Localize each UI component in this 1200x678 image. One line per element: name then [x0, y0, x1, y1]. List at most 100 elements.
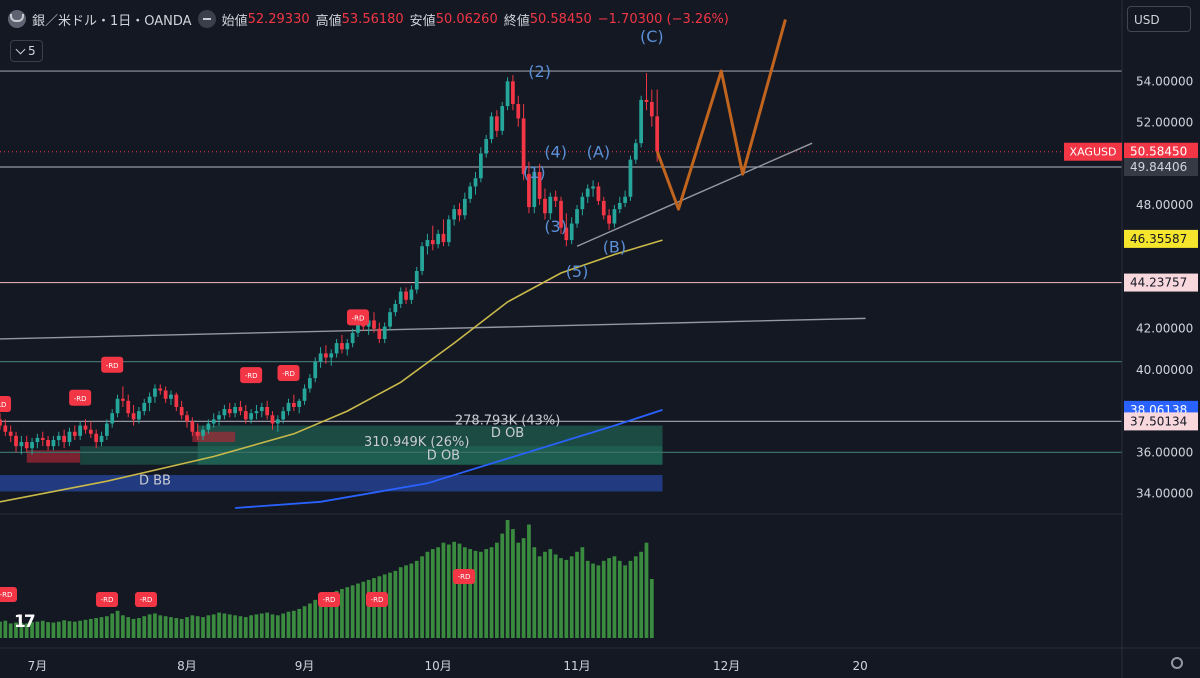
time-axis[interactable]: 7月 8月 9月 10月 11月 12月 20: [0, 647, 1200, 673]
candle: [649, 89, 654, 127]
candle-body: [243, 411, 248, 420]
price-tick-label: 36.00000: [1136, 445, 1193, 459]
price-tag-box: [1124, 158, 1198, 177]
candle-body: [495, 116, 499, 131]
volume-bar: [446, 544, 451, 638]
candles-layer[interactable]: [0, 73, 660, 455]
volume-bar: [516, 542, 521, 638]
candle: [206, 419, 211, 434]
candle: [623, 190, 627, 208]
candle: [110, 409, 115, 428]
candle-body: [585, 188, 590, 197]
volume-bar: [527, 524, 531, 638]
candle: [446, 215, 451, 247]
time-tick-label: 7月: [28, 659, 48, 673]
volume-bar: [121, 615, 125, 638]
volume-bar: [548, 549, 553, 638]
symbol-title[interactable]: 銀／米ドル・1日・OANDA: [32, 13, 192, 29]
time-tick-label: 10月: [424, 659, 451, 673]
candle: [62, 429, 66, 449]
volume-bar: [110, 613, 115, 638]
candle: [382, 322, 387, 344]
volume-bar: [163, 616, 168, 638]
candle-body: [24, 442, 29, 449]
candle: [548, 192, 553, 220]
volume-rd-box: [318, 592, 340, 607]
candle: [94, 429, 99, 449]
volume-bar: [195, 616, 200, 638]
candle-body: [596, 186, 601, 201]
candle-body: [302, 388, 307, 401]
volume-bar: [462, 547, 467, 638]
candle-body: [505, 81, 510, 107]
symbol-tag-box: [1064, 142, 1122, 161]
candle: [131, 404, 136, 426]
candle: [126, 394, 131, 418]
currency-selector[interactable]: USD: [1127, 6, 1191, 32]
indicator-toggle[interactable]: 5: [10, 40, 43, 62]
volume-bar: [206, 615, 211, 638]
candle: [281, 407, 286, 424]
collapse-icon[interactable]: [197, 10, 216, 28]
volume-pane[interactable]: 1,000,000−15,530.7-RD-RD-RD-RD-RD-RD: [0, 513, 1200, 645]
rd-marker-box: [346, 309, 369, 326]
zone-label: D OB: [427, 449, 460, 464]
volume-bar: [67, 621, 72, 638]
candle: [532, 167, 537, 214]
candle: [302, 384, 307, 405]
candle: [633, 139, 638, 164]
chevron-down-icon: [15, 44, 26, 55]
candle: [201, 425, 205, 440]
candle-body: [163, 390, 168, 399]
candle-body: [591, 186, 595, 189]
price-axis-bg: [1122, 0, 1200, 678]
volume-bar: [398, 567, 403, 638]
candle-body: [457, 209, 462, 216]
candle: [169, 390, 173, 405]
volume-bar: [596, 565, 601, 638]
candle: [179, 400, 184, 420]
candle-body: [409, 289, 414, 300]
candle: [8, 425, 13, 443]
candle: [30, 437, 34, 455]
price-tag-box: [1124, 273, 1198, 292]
rd-marker-box: [277, 365, 300, 382]
volume-bar: [430, 549, 435, 638]
candle: [505, 77, 510, 111]
volume-bar: [345, 587, 350, 638]
candle-body: [388, 312, 392, 327]
candle: [142, 398, 147, 416]
moving-averages-layer: [0, 239, 663, 509]
candle-body: [612, 209, 617, 224]
candle-body: [259, 407, 264, 412]
rd-marker: -RD: [101, 356, 124, 373]
settings-gear-icon[interactable]: [1171, 657, 1183, 669]
zone-label: 310.949K (26%): [364, 435, 469, 450]
candle-body: [62, 435, 66, 443]
candle-body: [430, 240, 435, 245]
candle: [377, 322, 382, 344]
volume-rd-box: [0, 587, 17, 602]
candle-body: [521, 118, 526, 175]
candle-body: [169, 394, 173, 399]
candle: [564, 213, 569, 247]
volume-bar: [19, 623, 24, 638]
volume-bar: [425, 551, 430, 638]
candle-body: [19, 442, 24, 447]
time-tick-label: 12月: [713, 659, 740, 673]
price-axis[interactable]: 54.00000 52.00000 48.00000 42.00000 40.00000…: [1064, 0, 1200, 678]
candle: [478, 147, 483, 183]
candle-body: [639, 99, 644, 144]
volume-bar: [633, 556, 638, 638]
rd-marker-text: -RD: [282, 370, 295, 378]
volume-bar: [511, 529, 515, 638]
silver-symbol-icon: [8, 10, 26, 28]
candle: [404, 287, 408, 304]
volume-bar: [40, 620, 45, 638]
candle-body: [0, 419, 2, 426]
volume-bar: [238, 616, 243, 638]
volume-rd-marker: -RD: [453, 569, 475, 584]
trendlines-layer: [0, 142, 866, 340]
candle-body: [131, 413, 136, 420]
